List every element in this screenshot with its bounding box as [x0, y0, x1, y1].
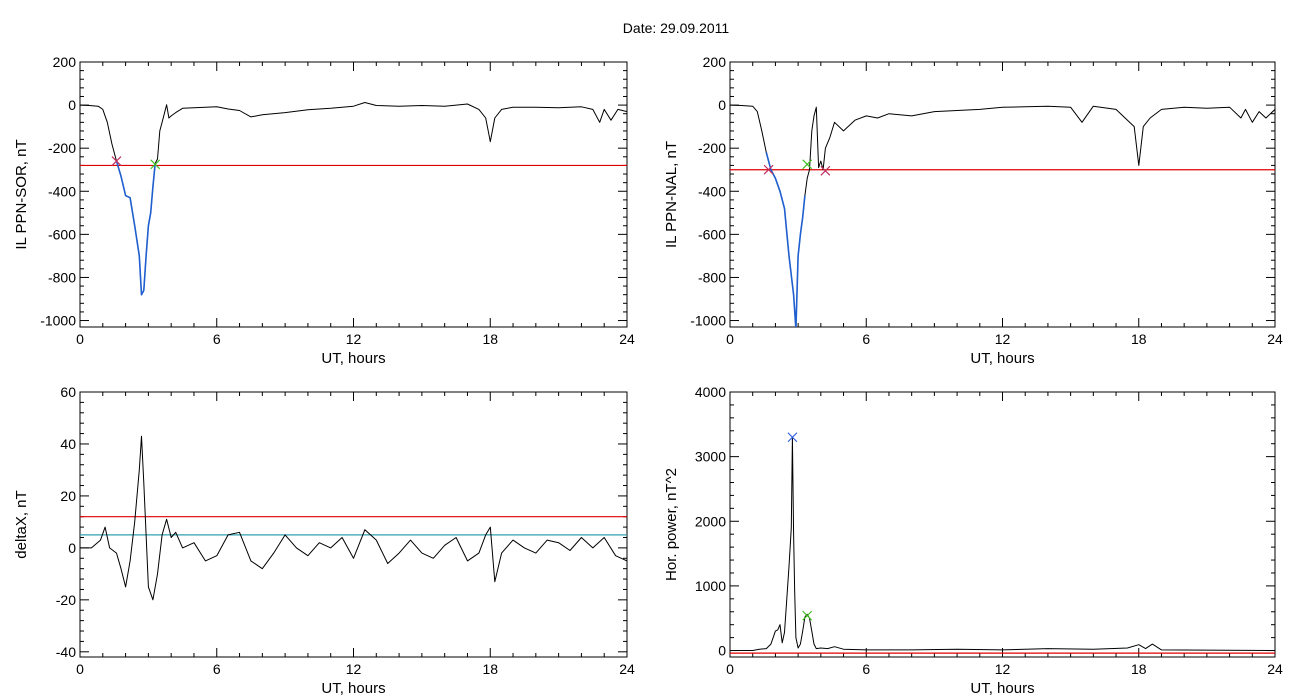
y-tick-label: 200	[53, 54, 77, 70]
y-tick-label: -200	[48, 140, 76, 156]
marker-cross	[820, 165, 831, 176]
y-axis-label: Hor. power, nT^2	[663, 468, 680, 581]
y-tick-label: -800	[48, 269, 76, 285]
y-tick-label: -1000	[690, 313, 726, 329]
x-tick-label: 0	[76, 331, 84, 347]
marker-cross	[763, 164, 774, 175]
plot-area	[730, 432, 1275, 654]
series-line-1	[80, 102, 627, 296]
x-tick-label: 18	[482, 661, 498, 677]
marker-cross	[802, 610, 813, 621]
x-tick-label: 18	[1131, 661, 1147, 677]
marker-stroke	[787, 432, 798, 443]
panel-1: 0 6 12 18 24 200 0 -200 -400 -600 -800 -1000 UT, hou…	[13, 54, 635, 367]
y-tick-label: 0	[718, 643, 726, 659]
plot-area	[80, 102, 627, 296]
plot-frame	[79, 61, 628, 328]
y-tick-label: -400	[698, 183, 726, 199]
marker-stroke	[802, 159, 813, 170]
marker-stroke	[802, 610, 813, 621]
y-tick-label: 3000	[695, 449, 726, 465]
x-tick-label: 24	[619, 331, 635, 347]
y-tick-label: -20	[56, 592, 76, 608]
x-tick-label: 18	[1131, 331, 1147, 347]
plot-area	[730, 104, 1275, 327]
panel-4: 0 6 12 18 24 4000 3000 2000 1000 0 UT, hours Hor. p…	[663, 384, 1283, 697]
plot-frame	[729, 391, 1276, 658]
x-tick-label: 6	[862, 331, 870, 347]
y-tick-label: 0	[718, 97, 726, 113]
x-axis-label: UT, hours	[321, 680, 385, 697]
series-line-2	[765, 152, 806, 327]
y-tick-label: -600	[698, 226, 726, 242]
x-tick-label: 12	[995, 331, 1011, 347]
x-tick-label: 6	[213, 661, 221, 677]
x-axis-label: UT, hours	[321, 350, 385, 367]
x-tick-label: 12	[346, 331, 362, 347]
plot-frame	[79, 391, 628, 658]
marker-cross	[787, 432, 798, 443]
y-tick-label: 40	[60, 436, 76, 452]
y-tick-label: 1000	[695, 578, 726, 594]
x-axis-label: UT, hours	[970, 680, 1034, 697]
marker-stroke	[820, 165, 831, 176]
series-line-1	[80, 435, 627, 601]
y-tick-label: -40	[56, 644, 76, 660]
marker-stroke	[150, 159, 161, 170]
y-tick-label: -1000	[40, 313, 76, 329]
x-tick-label: 18	[482, 331, 498, 347]
x-tick-label: 24	[1267, 661, 1283, 677]
panel-2: 0 6 12 18 24 200 0 -200 -400 -600 -800 -1000 UT, hou…	[663, 54, 1283, 367]
y-axis-label: IL PPN-NAL, nT	[663, 141, 680, 248]
y-tick-label: -800	[698, 269, 726, 285]
y-axis-label: deltaX, nT	[13, 490, 30, 558]
marker-cross	[111, 156, 122, 167]
marker-cross	[150, 159, 161, 170]
figure-title: Date: 29.09.2011	[623, 20, 730, 36]
x-tick-label: 0	[726, 661, 734, 677]
x-tick-label: 24	[1267, 331, 1283, 347]
x-tick-label: 6	[862, 661, 870, 677]
y-tick-label: 200	[703, 54, 727, 70]
marker-stroke	[763, 164, 774, 175]
y-tick-label: -200	[698, 140, 726, 156]
x-axis-label: UT, hours	[970, 350, 1034, 367]
y-tick-label: 20	[60, 488, 76, 504]
y-tick-label: 60	[60, 384, 76, 400]
y-tick-label: 0	[68, 540, 76, 556]
y-tick-label: -600	[48, 226, 76, 242]
x-tick-label: 12	[346, 661, 362, 677]
series-line-2	[115, 160, 156, 296]
x-tick-label: 12	[995, 661, 1011, 677]
panel-3: 0 6 12 18 24 60 40 20 0 -20 -40 UT, hours deltaX, nT	[13, 384, 635, 697]
plot-frame	[729, 61, 1276, 328]
series-line-1	[730, 104, 1275, 327]
x-tick-label: 0	[726, 331, 734, 347]
y-axis-label: IL PPN-SOR, nT	[13, 139, 30, 249]
y-tick-label: 0	[68, 97, 76, 113]
series-line-1	[730, 436, 1275, 651]
y-tick-label: -400	[48, 183, 76, 199]
y-tick-label: 4000	[695, 384, 726, 400]
x-tick-label: 6	[213, 331, 221, 347]
marker-stroke	[111, 156, 122, 167]
plot-area	[80, 435, 627, 601]
x-tick-label: 24	[619, 661, 635, 677]
marker-cross	[802, 159, 813, 170]
x-tick-label: 0	[76, 661, 84, 677]
y-tick-label: 2000	[695, 513, 726, 529]
